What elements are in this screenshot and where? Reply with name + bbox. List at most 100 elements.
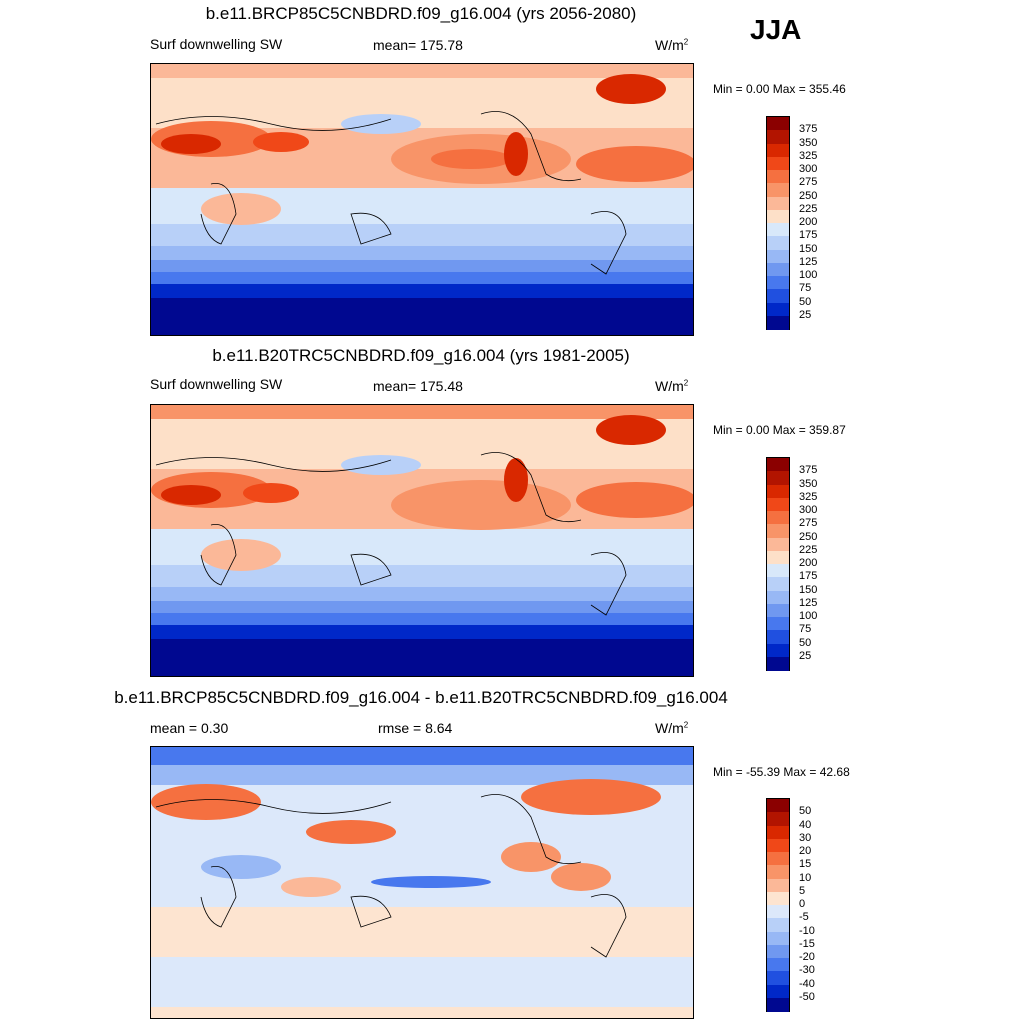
colorbar-swatch xyxy=(767,918,789,932)
panel-historical-minmax: Min = 0.00 Max = 359.87 xyxy=(713,423,846,437)
colorbar-tick-label: 75 xyxy=(799,623,812,636)
colorbar-swatch xyxy=(767,905,789,919)
colorbar-tick-label: 200 xyxy=(799,557,818,569)
colorbar-swatch xyxy=(767,997,789,1012)
colorbar-swatch xyxy=(767,838,789,853)
colorbar-swatch xyxy=(767,196,789,211)
colorbar-tick-label: 0 xyxy=(799,898,806,910)
colorbar-tick-label: 300 xyxy=(799,504,818,516)
colorbar-tick-label: 40 xyxy=(799,818,812,831)
colorbar-tick-label: -10 xyxy=(799,924,815,937)
colorbar-tick-label: 100 xyxy=(799,610,818,622)
panel-future-variable: Surf downwelling SW xyxy=(150,36,283,52)
colorbar-tick-label: 175 xyxy=(799,570,818,583)
colorbar-swatch xyxy=(767,958,789,972)
colorbar-tick-label: 150 xyxy=(799,242,818,255)
colorbar-swatch xyxy=(767,812,789,826)
colorbar-tick-label: 20 xyxy=(799,845,812,857)
panel-difference-minmax: Min = -55.39 Max = 42.68 xyxy=(713,765,850,779)
colorbar-swatch xyxy=(767,117,789,131)
colorbar-tick-label: 275 xyxy=(799,517,818,530)
colorbar-swatch xyxy=(767,550,789,565)
colorbar-swatch xyxy=(767,471,789,485)
colorbar-tick-label: -30 xyxy=(799,964,815,977)
colorbar-swatch xyxy=(767,143,789,158)
colorbar-tick-label: 200 xyxy=(799,216,818,228)
colorbar-tick-label: 125 xyxy=(799,255,818,268)
colorbar-tick-label: -40 xyxy=(799,977,815,990)
colorbar-swatch xyxy=(767,590,789,605)
difference-field xyxy=(151,747,693,1018)
colorbar-tick-label: 375 xyxy=(799,123,818,136)
colorbar-tick-label: -5 xyxy=(799,911,809,924)
colorbar-swatch xyxy=(767,130,789,144)
colorbar-swatch xyxy=(767,852,789,866)
colorbar-swatch xyxy=(767,617,789,631)
colorbar-swatch xyxy=(767,497,789,512)
panel-historical-variable: Surf downwelling SW xyxy=(150,376,283,392)
panel-historical-map xyxy=(150,404,694,677)
panel-difference-units: W/m2 xyxy=(655,720,689,736)
colorbar-swatch xyxy=(767,170,789,184)
colorbar-tick-label: -15 xyxy=(799,937,815,950)
colorbar-swatch xyxy=(767,249,789,264)
panel-difference-rmse: rmse = 8.64 xyxy=(378,720,453,736)
colorbar-tick-label: 30 xyxy=(799,831,812,844)
colorbar-swatch xyxy=(767,537,789,552)
colorbar-swatch xyxy=(767,799,789,813)
colorbar-tick-label: 50 xyxy=(799,295,812,308)
colorbar-swatch xyxy=(767,276,789,290)
colorbar-tick-label: -50 xyxy=(799,990,815,1003)
colorbar-swatch xyxy=(767,289,789,303)
colorbar-swatch xyxy=(767,524,789,538)
colorbar-tick-label: 225 xyxy=(799,202,818,215)
panel-future-title: b.e11.BRCP85C5CNBDRD.f09_g16.004 (yrs 20… xyxy=(205,4,637,23)
colorbar-swatch xyxy=(767,223,789,237)
colorbar-swatch xyxy=(767,302,789,317)
season-label: JJA xyxy=(750,14,802,45)
colorbar-tick-label: 15 xyxy=(799,858,812,871)
colorbar-tick-label: 325 xyxy=(799,149,818,162)
colorbar-tick-label: 300 xyxy=(799,163,818,175)
colorbar-tick-label: 325 xyxy=(799,490,818,503)
panel-historical-colorbar: 375 350 325 300 275 250 225 200 175 150 125 100 75 50… xyxy=(766,457,817,671)
colorbar-swatch xyxy=(767,209,789,224)
panel-difference-map xyxy=(150,746,694,1019)
colorbar-tick-label: 150 xyxy=(799,583,818,596)
colorbar-tick-label: 100 xyxy=(799,269,818,281)
colorbar-swatch xyxy=(767,511,789,525)
colorbar-tick-label: 275 xyxy=(799,176,818,189)
colorbar-swatch xyxy=(767,183,789,197)
colorbar-swatch xyxy=(767,944,789,959)
colorbar-swatch xyxy=(767,262,789,277)
colorbar-swatch xyxy=(767,577,789,591)
panel-future-mean: mean= 175.78 xyxy=(373,37,463,53)
panel-future-colorbar: 375 350 325 300 275 250 225 200 175 150 125 100 75 50… xyxy=(766,116,817,330)
colorbar-swatch xyxy=(767,825,789,840)
colorbar-tick-label: 250 xyxy=(799,189,818,202)
colorbar-tick-label: 25 xyxy=(799,649,812,662)
colorbar-tick-label: 25 xyxy=(799,308,812,321)
colorbar-tick-label: 350 xyxy=(799,477,818,490)
colorbar-swatch xyxy=(767,931,789,946)
colorbar-swatch xyxy=(767,236,789,250)
colorbar-swatch xyxy=(767,564,789,578)
colorbar-swatch xyxy=(767,458,789,472)
colorbar-tick-label: 50 xyxy=(799,636,812,649)
colorbar-tick-label: 350 xyxy=(799,136,818,149)
colorbar-tick-label: 10 xyxy=(799,871,812,884)
colorbar-swatch xyxy=(767,484,789,499)
colorbar-swatch xyxy=(767,315,789,330)
colorbar-swatch xyxy=(767,878,789,893)
colorbar-swatch xyxy=(767,156,789,171)
colorbar-swatch xyxy=(767,984,789,999)
panel-historical-units: W/m2 xyxy=(655,378,689,394)
historical-field xyxy=(151,405,693,676)
panel-future-units: W/m2 xyxy=(655,37,689,53)
panel-historical-mean: mean= 175.48 xyxy=(373,378,463,394)
future-field xyxy=(151,64,693,335)
panel-difference-colorbar: 50 40 30 20 15 10 5 0 -5 -10 -15 -20 -30 -40 -50 xyxy=(766,798,815,1012)
panel-historical-title: b.e11.B20TRC5CNBDRD.f09_g16.004 (yrs 198… xyxy=(212,346,630,365)
panel-difference-mean: mean = 0.30 xyxy=(150,720,229,736)
colorbar-tick-label: 375 xyxy=(799,464,818,477)
